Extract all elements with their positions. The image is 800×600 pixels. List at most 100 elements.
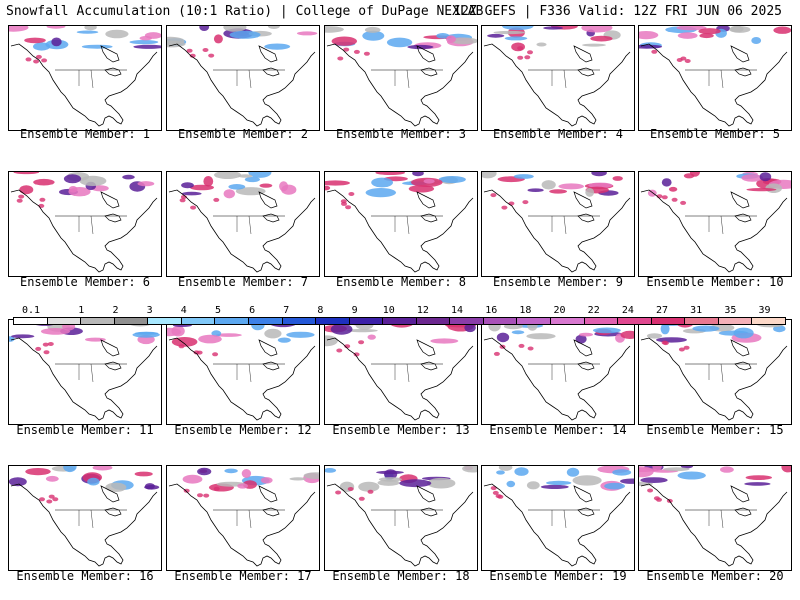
map-figure xyxy=(483,26,631,127)
ensemble-map-7 xyxy=(166,171,320,277)
ensemble-member-label: Ensemble Member: 4 xyxy=(492,127,624,141)
colorbar-swatch xyxy=(281,317,317,325)
ensemble-map-18 xyxy=(324,465,478,571)
colorbar-swatch xyxy=(583,317,619,325)
colorbar-swatch xyxy=(617,317,652,325)
ensemble-map-15 xyxy=(638,319,792,425)
colorbar-swatch xyxy=(415,317,451,325)
ensemble-member-label: Ensemble Member: 10 xyxy=(646,275,784,289)
ensemble-member-label: Ensemble Member: 3 xyxy=(335,127,467,141)
ensemble-member-label: Ensemble Member: 13 xyxy=(332,423,470,437)
colorbar-tick-label: 9 xyxy=(351,305,358,316)
ensemble-map-11 xyxy=(8,319,162,425)
ensemble-member-label: Ensemble Member: 2 xyxy=(177,127,309,141)
map-figure xyxy=(168,172,316,273)
map-figure xyxy=(639,26,791,127)
ensemble-map-5 xyxy=(638,25,792,131)
colorbar-tick-label: 35 xyxy=(724,305,737,316)
ensemble-member-label: Ensemble Member: 17 xyxy=(174,569,312,583)
colorbar-tick-label: 22 xyxy=(587,305,600,316)
ensemble-member-label: Ensemble Member: 9 xyxy=(492,275,624,289)
colorbar-tick-label: 3 xyxy=(146,305,153,316)
colorbar-tick-label: 10 xyxy=(382,305,395,316)
map-figure xyxy=(168,467,319,567)
ensemble-map-20 xyxy=(638,465,792,571)
map-figure xyxy=(640,320,788,421)
colorbar-tick-label: 14 xyxy=(451,305,464,316)
ensemble-map-17 xyxy=(166,465,320,571)
map-header-right: 12Z GEFS | F336 Valid: 12Z FRI JUN 06 20… xyxy=(453,4,782,19)
colorbar-tick-label: 1 xyxy=(78,305,85,316)
colorbar-tick-label: 8 xyxy=(317,305,324,316)
ensemble-map-13 xyxy=(324,319,478,425)
colorbar-swatch xyxy=(717,317,753,325)
map-figure xyxy=(9,466,160,567)
colorbar-swatch xyxy=(348,317,384,325)
colorbar-swatch xyxy=(650,317,686,325)
colorbar-tick-label: 31 xyxy=(690,305,703,316)
ensemble-map-2 xyxy=(166,25,320,131)
ensemble-member-label: Ensemble Member: 11 xyxy=(16,423,154,437)
colorbar-tick-label: 20 xyxy=(553,305,566,316)
map-figure xyxy=(325,466,477,567)
colorbar-swatch xyxy=(482,317,518,325)
colorbar-tick-label: 12 xyxy=(416,305,429,316)
ensemble-member-label: Ensemble Member: 19 xyxy=(489,569,627,583)
ensemble-member-label: Ensemble Member: 5 xyxy=(649,127,781,141)
ensemble-member-label: Ensemble Member: 6 xyxy=(19,275,151,289)
ensemble-map-8 xyxy=(324,171,478,277)
colorbar-swatch xyxy=(147,317,182,325)
map-figure xyxy=(483,320,634,421)
colorbar-tick-label: 5 xyxy=(214,305,221,316)
map-figure xyxy=(10,172,158,273)
map-figure xyxy=(639,466,791,567)
ensemble-map-6 xyxy=(8,171,162,277)
colorbar-swatch xyxy=(516,317,552,325)
colorbar-swatch xyxy=(46,317,82,325)
colorbar-swatch xyxy=(247,317,283,325)
colorbar-tick-label: 4 xyxy=(180,305,187,316)
ensemble-map-1 xyxy=(8,25,162,131)
map-figure xyxy=(167,320,319,421)
ensemble-member-label: Ensemble Member: 18 xyxy=(332,569,470,583)
ensemble-map-9 xyxy=(481,171,635,277)
ensemble-member-label: Ensemble Member: 1 xyxy=(19,127,151,141)
map-figure xyxy=(9,320,160,421)
colorbar-tick-label: 2 xyxy=(112,305,119,316)
colorbar-swatch xyxy=(80,317,115,325)
colorbar-swatch xyxy=(382,317,417,325)
snowfall-colorbar: 0.1 1 2 3 4 5 6 7 8 9 10 12 14 16 18 20 22 24 27 31 35 39 xyxy=(13,305,786,325)
colorbar-swatch xyxy=(315,317,350,325)
map-figure xyxy=(325,26,477,127)
colorbar-tick-label: 39 xyxy=(758,305,771,316)
map-figure xyxy=(325,320,477,421)
colorbar-swatch xyxy=(684,317,719,325)
map-figure xyxy=(482,172,631,273)
colorbar-tick-label: 27 xyxy=(655,305,669,316)
colorbar-tick-label: 7 xyxy=(283,305,290,316)
ensemble-member-label: Ensemble Member: 16 xyxy=(16,569,154,583)
colorbar-swatch xyxy=(550,317,585,325)
colorbar-swatch xyxy=(180,317,216,325)
map-figure xyxy=(9,26,161,127)
ensemble-member-label: Ensemble Member: 15 xyxy=(646,423,784,437)
ensemble-member-label: Ensemble Member: 14 xyxy=(489,423,627,437)
ensemble-map-12 xyxy=(166,319,320,425)
colorbar-tick-label: 0.1 xyxy=(21,305,41,316)
ensemble-map-4 xyxy=(481,25,635,131)
map-figure xyxy=(483,466,634,567)
ensemble-member-label: Ensemble Member: 12 xyxy=(174,423,312,437)
ensemble-map-14 xyxy=(481,319,635,425)
ensemble-map-10 xyxy=(638,171,792,277)
map-figure xyxy=(640,172,791,273)
colorbar-swatch xyxy=(751,317,786,325)
colorbar-swatch xyxy=(113,317,149,325)
colorbar-swatch xyxy=(13,317,48,325)
ensemble-map-16 xyxy=(8,465,162,571)
colorbar-tick-label: 6 xyxy=(249,305,256,316)
colorbar-tick-label: 18 xyxy=(519,305,532,316)
colorbar-swatch xyxy=(449,317,484,325)
map-header-left: Snowfall Accumulation (10:1 Ratio) | Col… xyxy=(6,4,484,19)
ensemble-member-label: Ensemble Member: 20 xyxy=(646,569,784,583)
